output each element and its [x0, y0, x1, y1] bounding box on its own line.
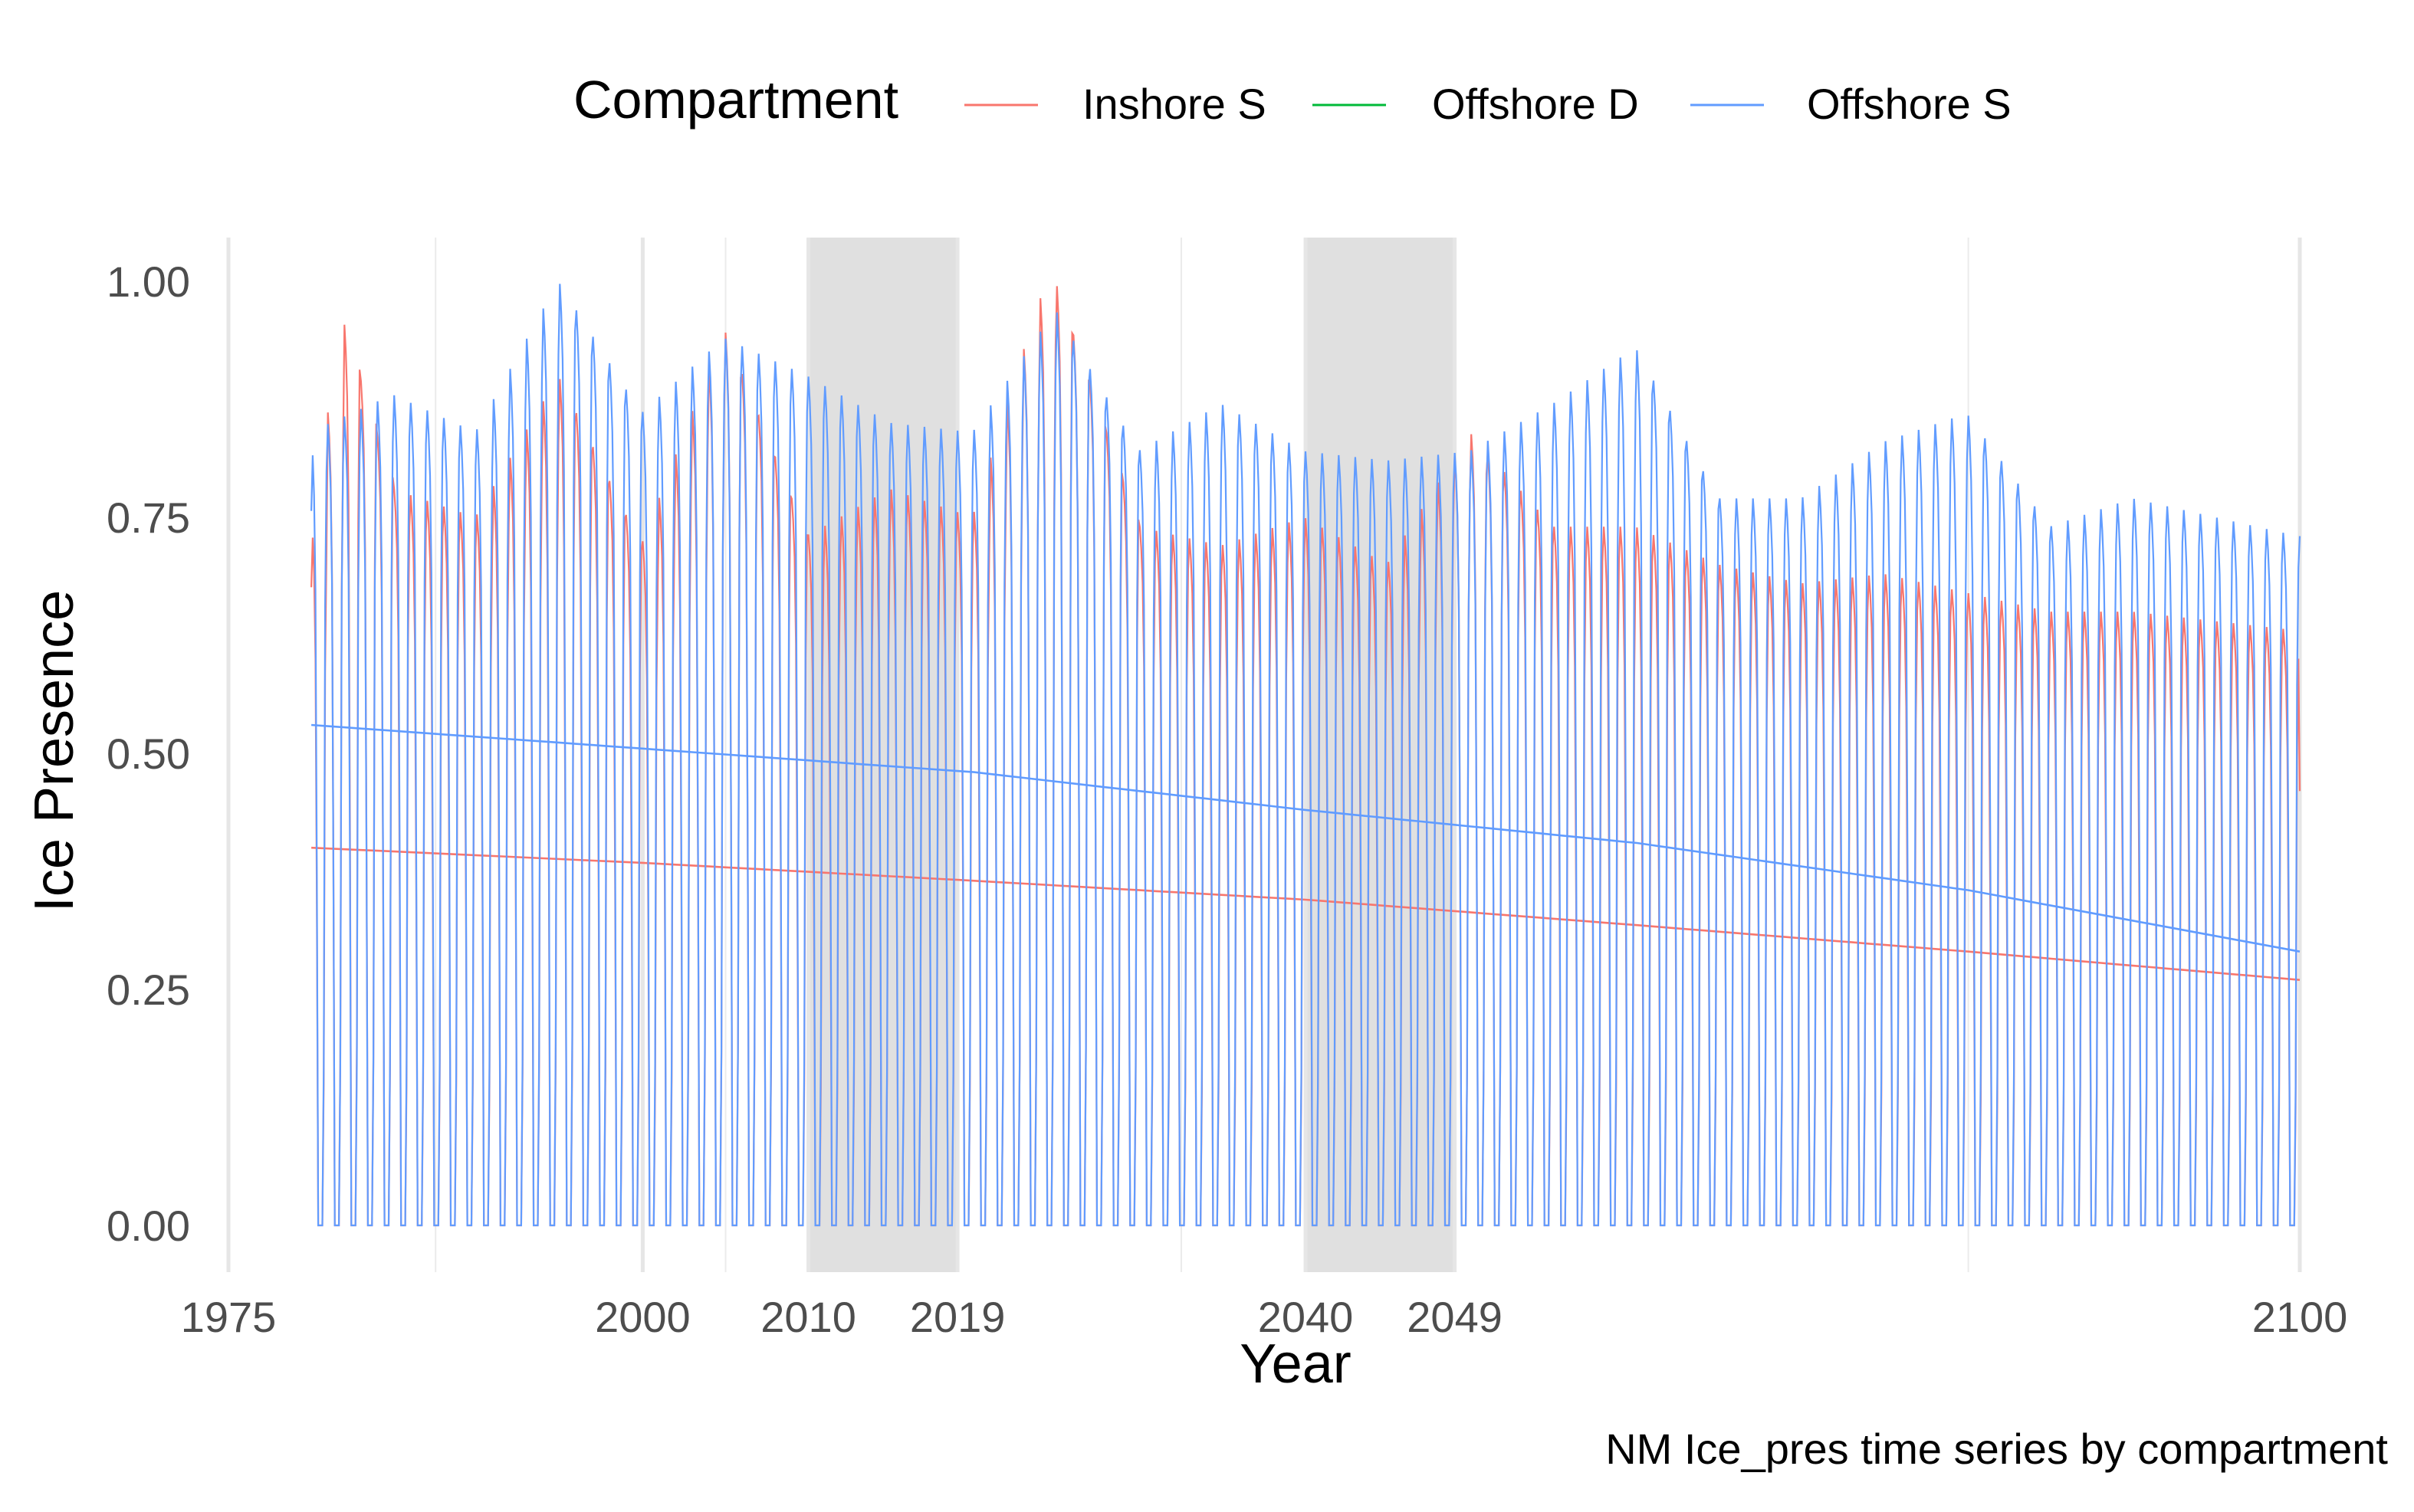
x-tick-label: 2010 [760, 1293, 856, 1341]
y-tick-label: 0.00 [107, 1202, 190, 1250]
y-axis-title: Ice Presence [24, 590, 85, 912]
shaded-periods [808, 238, 1455, 1272]
x-axis-ticks: 1975 2000 2010 2019 2040 2049 2100 [181, 1293, 2348, 1341]
series-line-offshore-s [310, 284, 2301, 1227]
legend-label-offshore-d: Offshore D [1432, 80, 1639, 128]
x-tick-label: 2049 [1407, 1293, 1503, 1341]
y-tick-label: 1.00 [107, 257, 190, 306]
x-tick-label: 2040 [1258, 1293, 1354, 1341]
y-tick-label: 0.75 [107, 494, 190, 542]
legend-label-inshore-s: Inshore S [1082, 80, 1266, 128]
x-tick-label: 2000 [595, 1293, 691, 1341]
y-axis-ticks: 0.00 0.25 0.50 0.75 1.00 [107, 257, 190, 1250]
shaded-period-2 [1306, 238, 1455, 1272]
gridlines [226, 238, 2302, 1272]
x-tick-label: 1975 [181, 1293, 277, 1341]
series-line-inshore-s [310, 286, 2301, 1227]
y-tick-label: 0.50 [107, 730, 190, 778]
trend-line-offshore-s [311, 723, 2301, 953]
x-axis-title: Year [1240, 1333, 1351, 1395]
legend: Compartment Inshore S Offshore D Offshore … [573, 70, 2012, 130]
legend-label-offshore-s: Offshore S [1807, 80, 2012, 128]
legend-entries: Inshore S Offshore D Offshore S [964, 80, 2012, 128]
trend-line-inshore-s [311, 846, 2301, 981]
series-lines [310, 284, 2301, 1227]
shaded-period-1 [808, 238, 958, 1272]
x-tick-label: 2100 [2252, 1293, 2348, 1341]
x-tick-label: 2019 [910, 1293, 1006, 1341]
legend-title: Compartment [573, 70, 898, 130]
chart-caption: NM Ice_pres time series by compartment [1605, 1425, 2388, 1473]
y-tick-label: 0.25 [107, 966, 190, 1014]
